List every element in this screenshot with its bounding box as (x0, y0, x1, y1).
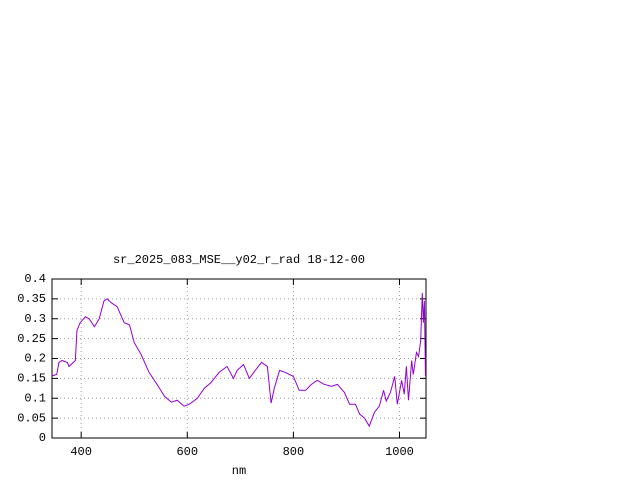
x-tick-label: 1000 (385, 445, 414, 459)
y-tick-label: 0 (39, 431, 46, 445)
x-axis-label: nm (232, 464, 246, 478)
y-tick-label: 0.35 (17, 292, 46, 306)
y-tick-label: 0.1 (24, 391, 46, 405)
y-tick-label: 0.25 (17, 332, 46, 346)
y-tick-label: 0.2 (24, 352, 46, 366)
y-tick-label: 0.4 (24, 272, 46, 286)
chart-title: sr_2025_083_MSE__y02_r_rad 18-12-00 (113, 253, 365, 267)
data-line (51, 292, 426, 428)
y-tick-label: 0.3 (24, 312, 46, 326)
plot-frame (51, 278, 427, 439)
x-tick-label: 800 (283, 445, 305, 459)
y-tick-label: 0.05 (17, 411, 46, 425)
x-tick-label: 400 (70, 445, 92, 459)
y-tick-label: 0.15 (17, 372, 46, 386)
x-tick-label: 600 (176, 445, 198, 459)
